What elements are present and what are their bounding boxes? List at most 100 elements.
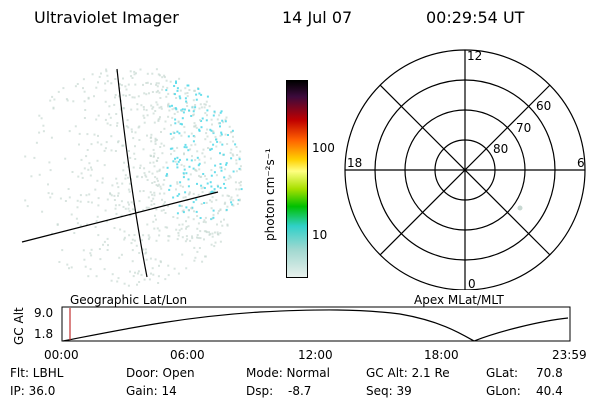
emission-pixel xyxy=(163,74,166,77)
emission-pixel xyxy=(123,230,126,233)
alt-tick-9: 9.0 xyxy=(34,306,54,320)
emission-pixel xyxy=(200,203,203,205)
emission-pixel xyxy=(180,227,183,230)
emission-pixel xyxy=(90,166,92,169)
emission-pixel xyxy=(184,92,187,95)
emission-pixel xyxy=(147,196,150,199)
emission-pixel xyxy=(185,226,188,228)
emission-pixel xyxy=(153,227,156,230)
emission-pixel xyxy=(219,134,222,137)
emission-pixel xyxy=(97,114,100,117)
emission-pixel xyxy=(174,122,177,125)
emission-pixel xyxy=(103,240,106,243)
emission-pixel xyxy=(156,89,159,92)
emission-pixel xyxy=(136,103,139,106)
glat-label: GLat: xyxy=(486,366,519,380)
emission-pixel xyxy=(155,83,158,86)
emission-pixel xyxy=(128,210,131,213)
emission-pixel xyxy=(147,206,150,209)
emission-pixel xyxy=(156,103,159,106)
emission-pixel xyxy=(123,238,126,241)
emission-pixel xyxy=(130,201,133,204)
emission-pixel xyxy=(175,188,177,191)
emission-pixel xyxy=(150,200,153,203)
emission-pixel xyxy=(127,176,130,179)
emission-pixel xyxy=(142,106,145,108)
emission-pixel xyxy=(153,194,156,197)
emission-pixel xyxy=(198,129,201,132)
emission-pixel xyxy=(127,126,130,129)
emission-pixel xyxy=(194,124,197,127)
emission-pixel xyxy=(150,203,153,206)
emission-pixel xyxy=(220,133,223,136)
emission-pixel xyxy=(221,119,224,122)
emission-pixel xyxy=(158,91,161,94)
emission-pixel xyxy=(185,267,188,270)
emission-pixel xyxy=(153,181,156,183)
emission-pixel xyxy=(114,150,117,152)
emission-pixel xyxy=(151,107,154,110)
emission-pixel xyxy=(79,194,82,197)
emission-pixel xyxy=(156,227,159,230)
emission-pixel xyxy=(152,148,155,151)
emission-pixel xyxy=(188,89,191,91)
emission-pixel xyxy=(226,224,229,227)
emission-pixel xyxy=(150,272,152,275)
mlt-label-0: 0 xyxy=(468,277,476,290)
polar-emission-spot xyxy=(517,205,523,211)
emission-pixel xyxy=(123,282,126,285)
emission-pixel xyxy=(161,76,164,79)
emission-pixel xyxy=(160,105,163,108)
emission-pixel xyxy=(160,209,163,212)
emission-pixel xyxy=(211,235,214,238)
emission-pixel xyxy=(181,205,183,208)
emission-pixel xyxy=(193,210,195,213)
colorbar-tick-100: 100 xyxy=(312,141,335,155)
emission-pixel xyxy=(154,143,157,145)
emission-pixel xyxy=(49,169,52,172)
emission-pixel xyxy=(143,116,146,119)
emission-pixel xyxy=(47,192,50,195)
emission-pixel xyxy=(141,239,143,242)
longitude-line xyxy=(116,68,148,278)
emission-pixel xyxy=(115,177,118,180)
emission-pixel xyxy=(182,111,185,114)
emission-pixel xyxy=(163,192,166,195)
emission-pixel xyxy=(187,185,190,188)
emission-pixel xyxy=(202,186,205,189)
emission-pixel xyxy=(216,223,218,226)
emission-pixel xyxy=(144,174,147,177)
dsp-label: Dsp: xyxy=(246,384,274,398)
emission-pixel xyxy=(156,177,159,180)
emission-pixel xyxy=(106,74,109,77)
emission-pixel xyxy=(61,249,64,252)
emission-pixel xyxy=(200,184,203,187)
emission-pixel xyxy=(230,148,233,151)
emission-pixel xyxy=(159,116,161,119)
emission-pixel xyxy=(59,197,62,200)
emission-pixel xyxy=(113,227,116,229)
emission-pixel xyxy=(136,283,138,286)
emission-pixel xyxy=(232,170,235,173)
emission-pixel xyxy=(137,270,140,273)
emission-pixel xyxy=(164,120,167,123)
emission-pixel xyxy=(204,221,207,224)
emission-pixel xyxy=(168,188,171,191)
emission-pixel xyxy=(191,237,194,240)
emission-pixel xyxy=(172,136,175,139)
emission-pixel xyxy=(133,96,136,99)
emission-pixel xyxy=(237,199,240,202)
emission-pixel xyxy=(158,192,161,195)
emission-pixel xyxy=(93,95,95,98)
emission-pixel xyxy=(157,73,160,76)
emission-pixel xyxy=(163,179,166,181)
emission-pixel xyxy=(76,206,79,209)
emission-pixel xyxy=(109,124,112,127)
emission-pixel xyxy=(138,252,141,254)
emission-pixel xyxy=(35,141,38,144)
emission-pixel xyxy=(223,176,226,179)
emission-pixel xyxy=(170,153,172,156)
emission-pixel xyxy=(110,194,113,197)
lat-label-80: 80 xyxy=(493,142,508,156)
emission-pixel xyxy=(204,255,207,258)
